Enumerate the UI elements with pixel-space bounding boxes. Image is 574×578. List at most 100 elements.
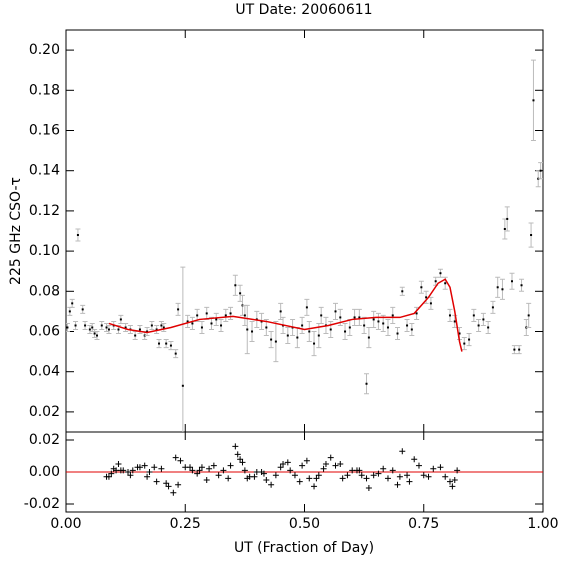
data-point: [496, 286, 499, 289]
data-point: [66, 326, 69, 329]
data-point: [513, 348, 516, 351]
data-point: [234, 284, 237, 287]
data-point: [81, 308, 84, 311]
residual-point: [146, 469, 153, 475]
data-point: [119, 318, 122, 321]
residual-point: [284, 459, 291, 466]
plot-area: [66, 59, 543, 432]
data-point: [344, 330, 347, 333]
data-point: [186, 320, 189, 323]
data-point: [377, 320, 380, 323]
residual-point: [153, 478, 160, 485]
data-point: [296, 336, 299, 339]
data-point: [501, 288, 504, 291]
y-tick-label: 0.08: [29, 283, 60, 299]
residual-point: [311, 483, 318, 490]
residual-point: [251, 473, 258, 480]
data-point: [105, 326, 108, 329]
residual-point: [260, 470, 267, 477]
data-point: [506, 217, 509, 220]
data-point: [305, 306, 308, 309]
residual-point: [268, 481, 275, 488]
data-point: [420, 286, 423, 289]
data-point: [463, 342, 466, 345]
data-point: [270, 338, 273, 341]
residual-point: [420, 472, 427, 479]
residual-point: [446, 478, 453, 485]
y-tick-label: 0.02: [29, 432, 60, 448]
residual-point: [454, 467, 461, 474]
data-point: [220, 324, 223, 327]
residual-point: [225, 475, 232, 482]
x-tick-label: 0.50: [289, 516, 320, 532]
y-tick-label: 0.14: [29, 163, 60, 179]
residual-point: [206, 465, 213, 472]
data-point: [415, 312, 418, 315]
residual-point: [365, 485, 372, 491]
residual-point: [339, 475, 346, 482]
data-point: [503, 227, 506, 230]
data-point: [363, 324, 366, 327]
data-point: [510, 280, 513, 283]
residual-point: [241, 467, 248, 474]
residual-point: [220, 467, 227, 474]
residual-point: [189, 467, 196, 474]
residual-point: [291, 472, 298, 479]
y-tick-label: 0.20: [29, 42, 60, 58]
data-point: [491, 306, 494, 309]
residual-point: [210, 462, 217, 469]
residual-point: [175, 481, 182, 488]
data-point: [329, 328, 332, 331]
data-point: [348, 326, 351, 329]
residual-point: [227, 462, 234, 469]
data-point: [410, 328, 413, 331]
data-point: [100, 324, 103, 327]
residual-point: [234, 451, 241, 458]
data-point: [210, 322, 213, 325]
data-point: [539, 169, 542, 172]
residual-point: [315, 472, 322, 479]
data-point: [165, 342, 168, 345]
x-tick-label: 0.25: [170, 516, 201, 532]
residual-point: [163, 480, 170, 487]
data-point: [243, 314, 246, 317]
residual-point: [232, 443, 239, 450]
data-point: [334, 310, 337, 313]
data-point: [401, 290, 404, 293]
data-point: [251, 330, 254, 333]
residual-point: [415, 462, 422, 469]
residual-point: [430, 465, 437, 472]
residual-point: [380, 465, 387, 472]
data-point: [353, 316, 356, 319]
data-point: [117, 328, 120, 331]
fit-line: [108, 278, 463, 352]
data-point: [477, 324, 480, 327]
data-point: [396, 332, 399, 335]
residual-point: [170, 489, 177, 496]
residual-point: [337, 461, 344, 467]
data-point: [453, 320, 456, 323]
data-point: [74, 324, 77, 327]
plot-area: [66, 443, 543, 496]
data-point: [68, 310, 71, 313]
residual-point: [449, 483, 456, 490]
residual-point: [108, 470, 115, 477]
residual-point: [363, 475, 370, 482]
data-point: [530, 234, 533, 237]
residual-point: [437, 464, 444, 471]
data-point: [406, 324, 409, 327]
data-point: [205, 312, 208, 315]
residual-point: [196, 467, 203, 474]
data-point: [365, 382, 368, 385]
residual-point: [406, 478, 413, 485]
residual-point: [303, 457, 310, 464]
data-point: [301, 324, 304, 327]
data-point: [518, 348, 521, 351]
residual-point: [203, 477, 210, 483]
residual-point: [313, 475, 320, 482]
residual-point: [129, 467, 136, 474]
residual-point: [187, 464, 194, 471]
residual-point: [263, 477, 270, 483]
y-tick-label: 0.12: [29, 203, 60, 219]
data-point: [391, 314, 394, 317]
